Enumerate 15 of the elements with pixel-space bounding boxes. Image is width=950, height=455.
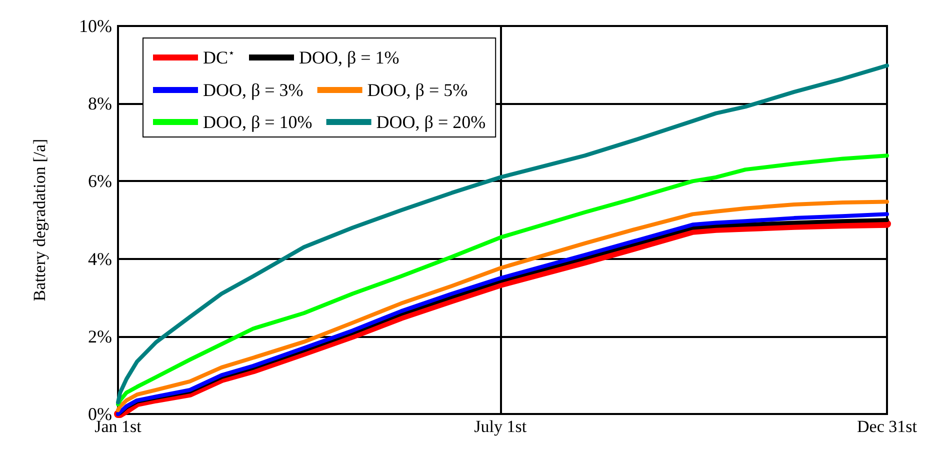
y-axis-title: Battery degradation [/a] xyxy=(30,138,49,302)
legend-label: DOO, β = 3% xyxy=(203,80,304,100)
line-series xyxy=(116,154,889,406)
y-tick-label: 2% xyxy=(88,326,112,346)
legend-label: DOO, β = 10% xyxy=(203,112,312,132)
y-tick-label: 8% xyxy=(88,94,112,114)
y-tick-label: 10% xyxy=(79,16,112,36)
y-tick-label: 4% xyxy=(88,248,112,269)
legend-label: DOO, β = 20% xyxy=(376,112,486,132)
legend-label: DC⋆ xyxy=(203,48,236,68)
x-tick-label: July 1st xyxy=(474,417,527,436)
x-tick-label: Dec 31st xyxy=(857,417,918,436)
y-tick-label: 6% xyxy=(88,171,112,192)
legend-label: DOO, β = 5% xyxy=(367,80,468,100)
legend-label: DOO, β = 1% xyxy=(299,48,400,68)
